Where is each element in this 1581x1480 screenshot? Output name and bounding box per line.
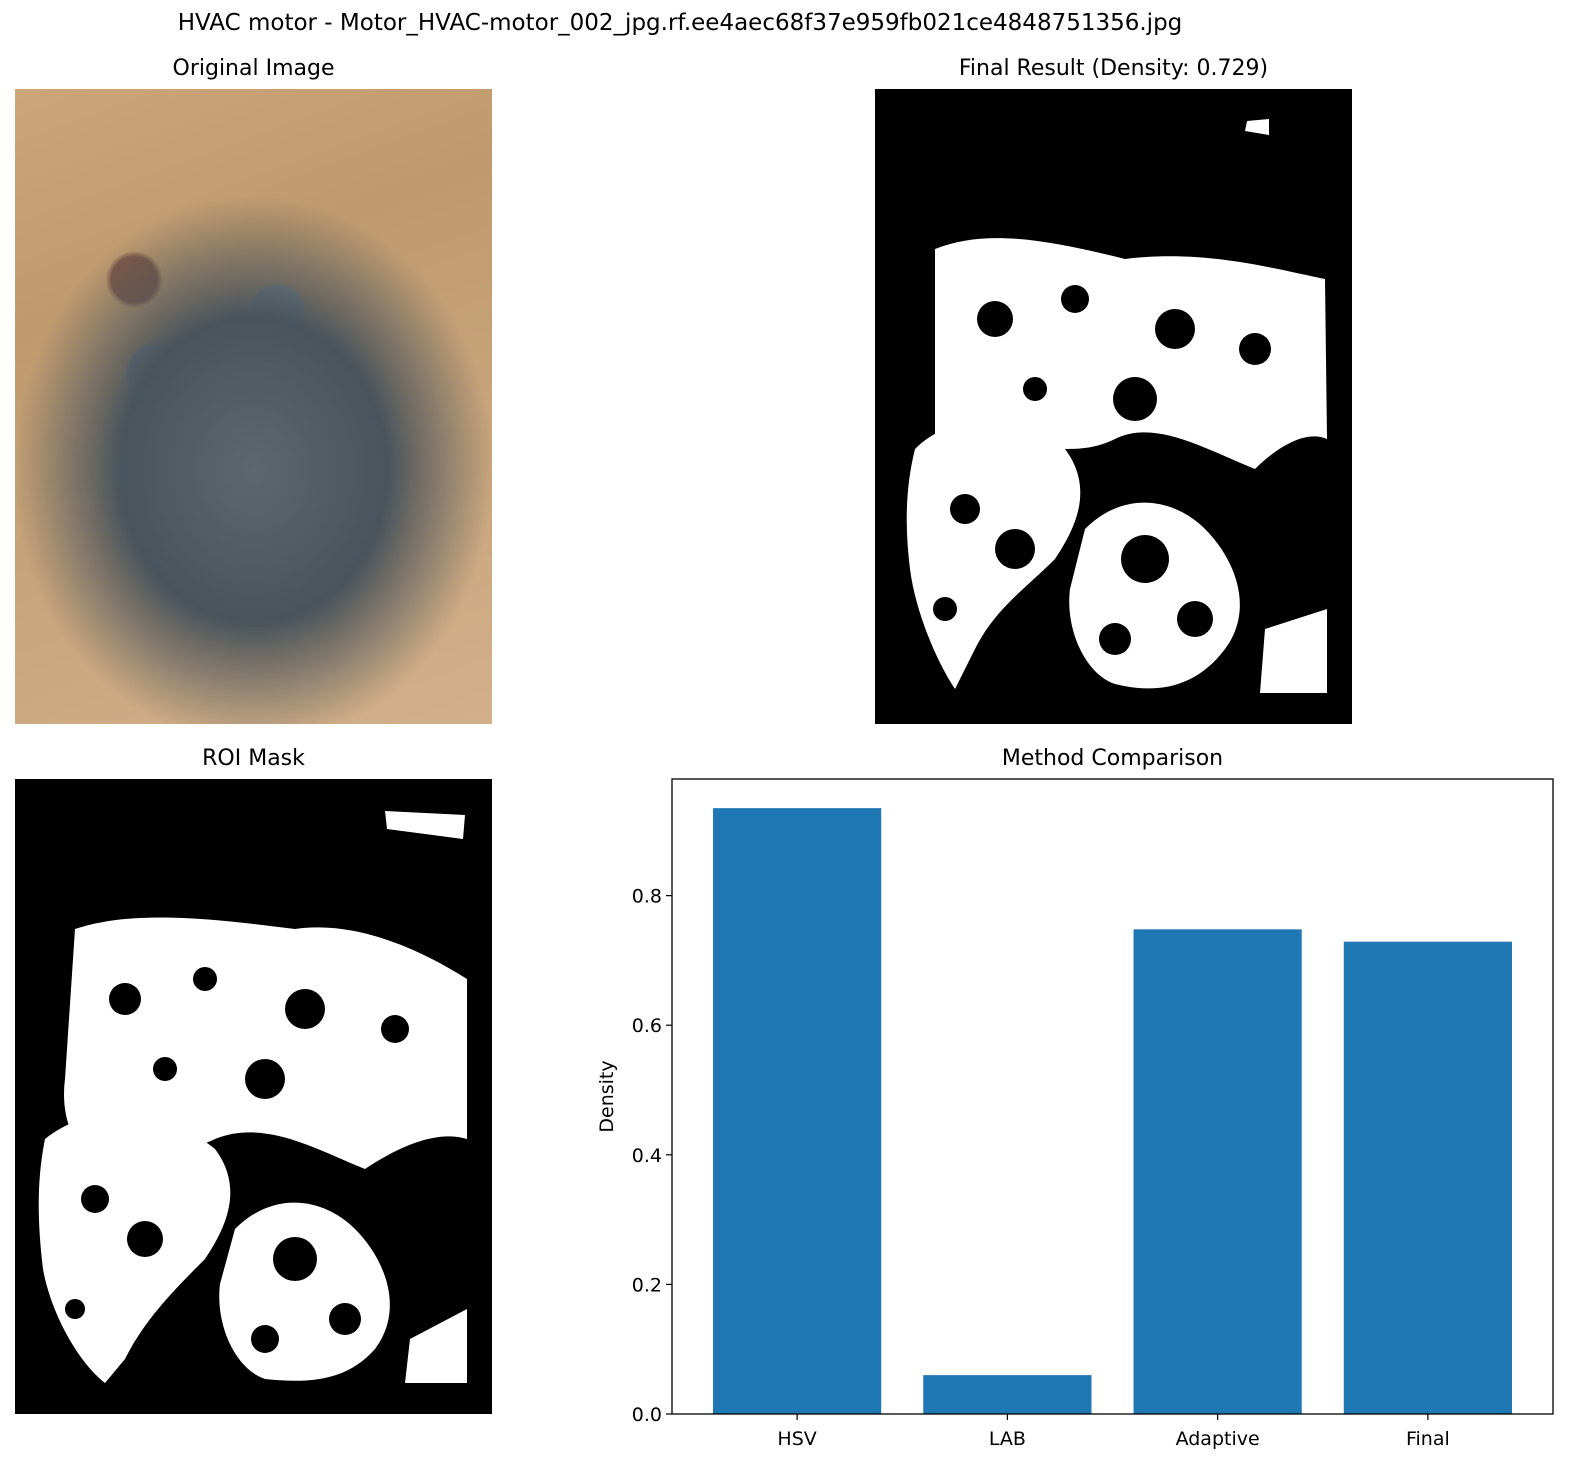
y-tick-label: 0.8 bbox=[632, 886, 662, 908]
x-tick-label: LAB bbox=[989, 1428, 1026, 1450]
y-tick-label: 0.2 bbox=[632, 1274, 662, 1296]
figure-title: HVAC motor - Motor_HVAC-motor_002_jpg.rf… bbox=[177, 10, 1183, 36]
bar-hsv bbox=[713, 808, 882, 1414]
roi-mask bbox=[15, 779, 492, 1414]
x-tick-label: Final bbox=[1406, 1428, 1450, 1450]
chart-title: Method Comparison bbox=[1001, 746, 1224, 771]
original-image bbox=[15, 89, 492, 724]
final-result-mask bbox=[875, 89, 1352, 724]
x-tick-label: Adaptive bbox=[1176, 1428, 1260, 1450]
bar-final bbox=[1343, 941, 1512, 1414]
bar-adaptive bbox=[1133, 929, 1302, 1414]
y-tick-label: 0.6 bbox=[632, 1015, 662, 1037]
plot-frame bbox=[671, 778, 1554, 1415]
x-tick-label: HSV bbox=[777, 1428, 816, 1450]
final-result-title: Final Result (Density: 0.729) bbox=[958, 56, 1269, 81]
roi-mask-title: ROI Mask bbox=[202, 746, 305, 771]
original-image-title: Original Image bbox=[172, 56, 335, 81]
y-axis-label: Density bbox=[596, 1060, 618, 1132]
y-tick-label: 0.4 bbox=[632, 1145, 662, 1167]
y-tick-label: 0.0 bbox=[632, 1404, 662, 1426]
bar-lab bbox=[923, 1375, 1092, 1414]
